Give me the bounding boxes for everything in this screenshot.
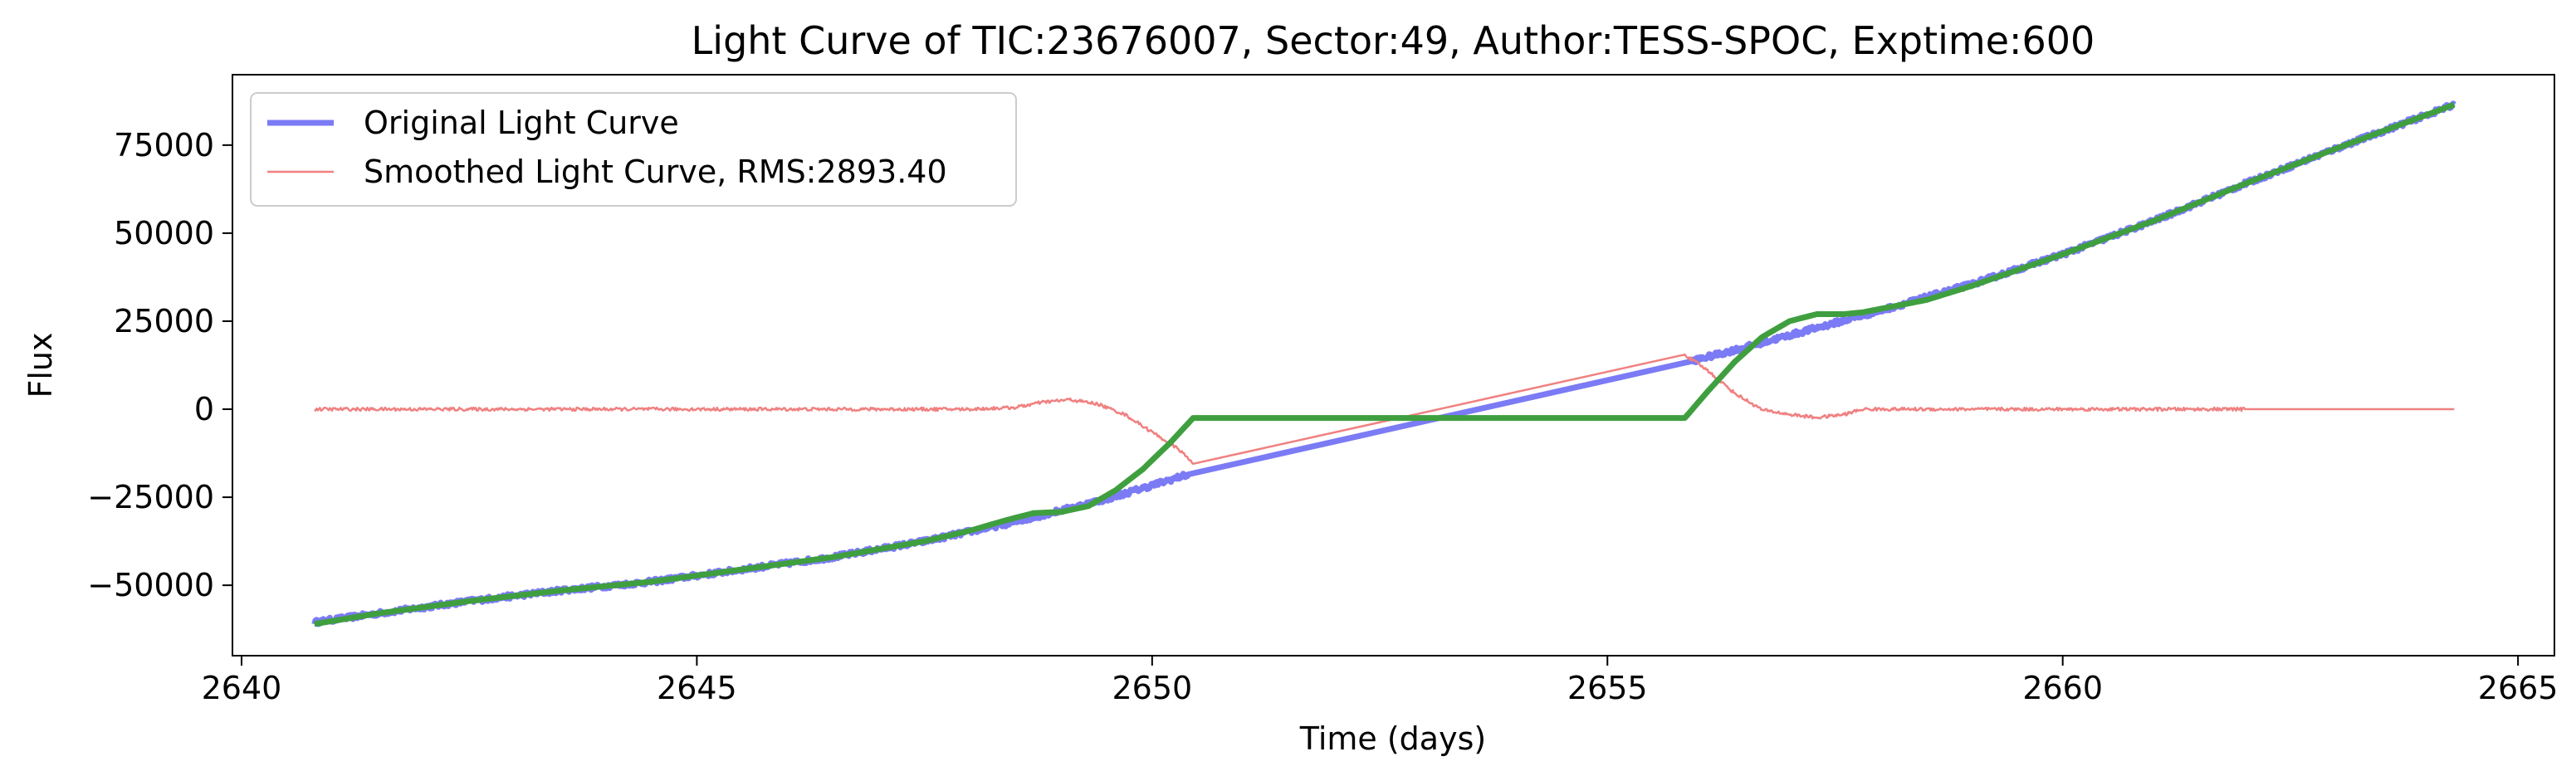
- y-tick-label: 50000: [114, 215, 214, 251]
- plot-layer: [311, 100, 2456, 627]
- series-smoothed-line: [314, 353, 2455, 466]
- x-tick-label: 2645: [657, 670, 737, 706]
- legend-label-original: Original Light Curve: [364, 105, 679, 141]
- y-tick-label: −50000: [87, 567, 214, 603]
- legend: Original Light Curve Smoothed Light Curv…: [250, 92, 1017, 207]
- x-tick-label: 2665: [2478, 670, 2559, 706]
- x-tick-label: 2640: [202, 670, 282, 706]
- legend-label-smoothed: Smoothed Light Curve, RMS:2893.40: [364, 154, 947, 190]
- x-tick-label: 2655: [1567, 670, 1648, 706]
- series-trend-line: [314, 101, 2456, 627]
- ticks-layer: 2640 2645 2650 2655 2660 2665 −50000 −25000 0 250…: [87, 127, 2558, 706]
- x-tick-label: 2650: [1112, 670, 1192, 706]
- chart-title: Light Curve of TIC:23676007, Sector:49, …: [692, 18, 2095, 63]
- y-tick-label: 0: [194, 391, 214, 427]
- x-tick-label: 2660: [2022, 670, 2103, 706]
- x-axis-label: Time (days): [1299, 720, 1486, 757]
- y-tick-label: 75000: [114, 127, 214, 164]
- y-tick-label: −25000: [87, 479, 214, 515]
- plot-frame: [232, 74, 2555, 657]
- legend-box: [250, 92, 1017, 207]
- y-axis-label: Flux: [22, 333, 59, 398]
- y-tick-label: 25000: [114, 303, 214, 339]
